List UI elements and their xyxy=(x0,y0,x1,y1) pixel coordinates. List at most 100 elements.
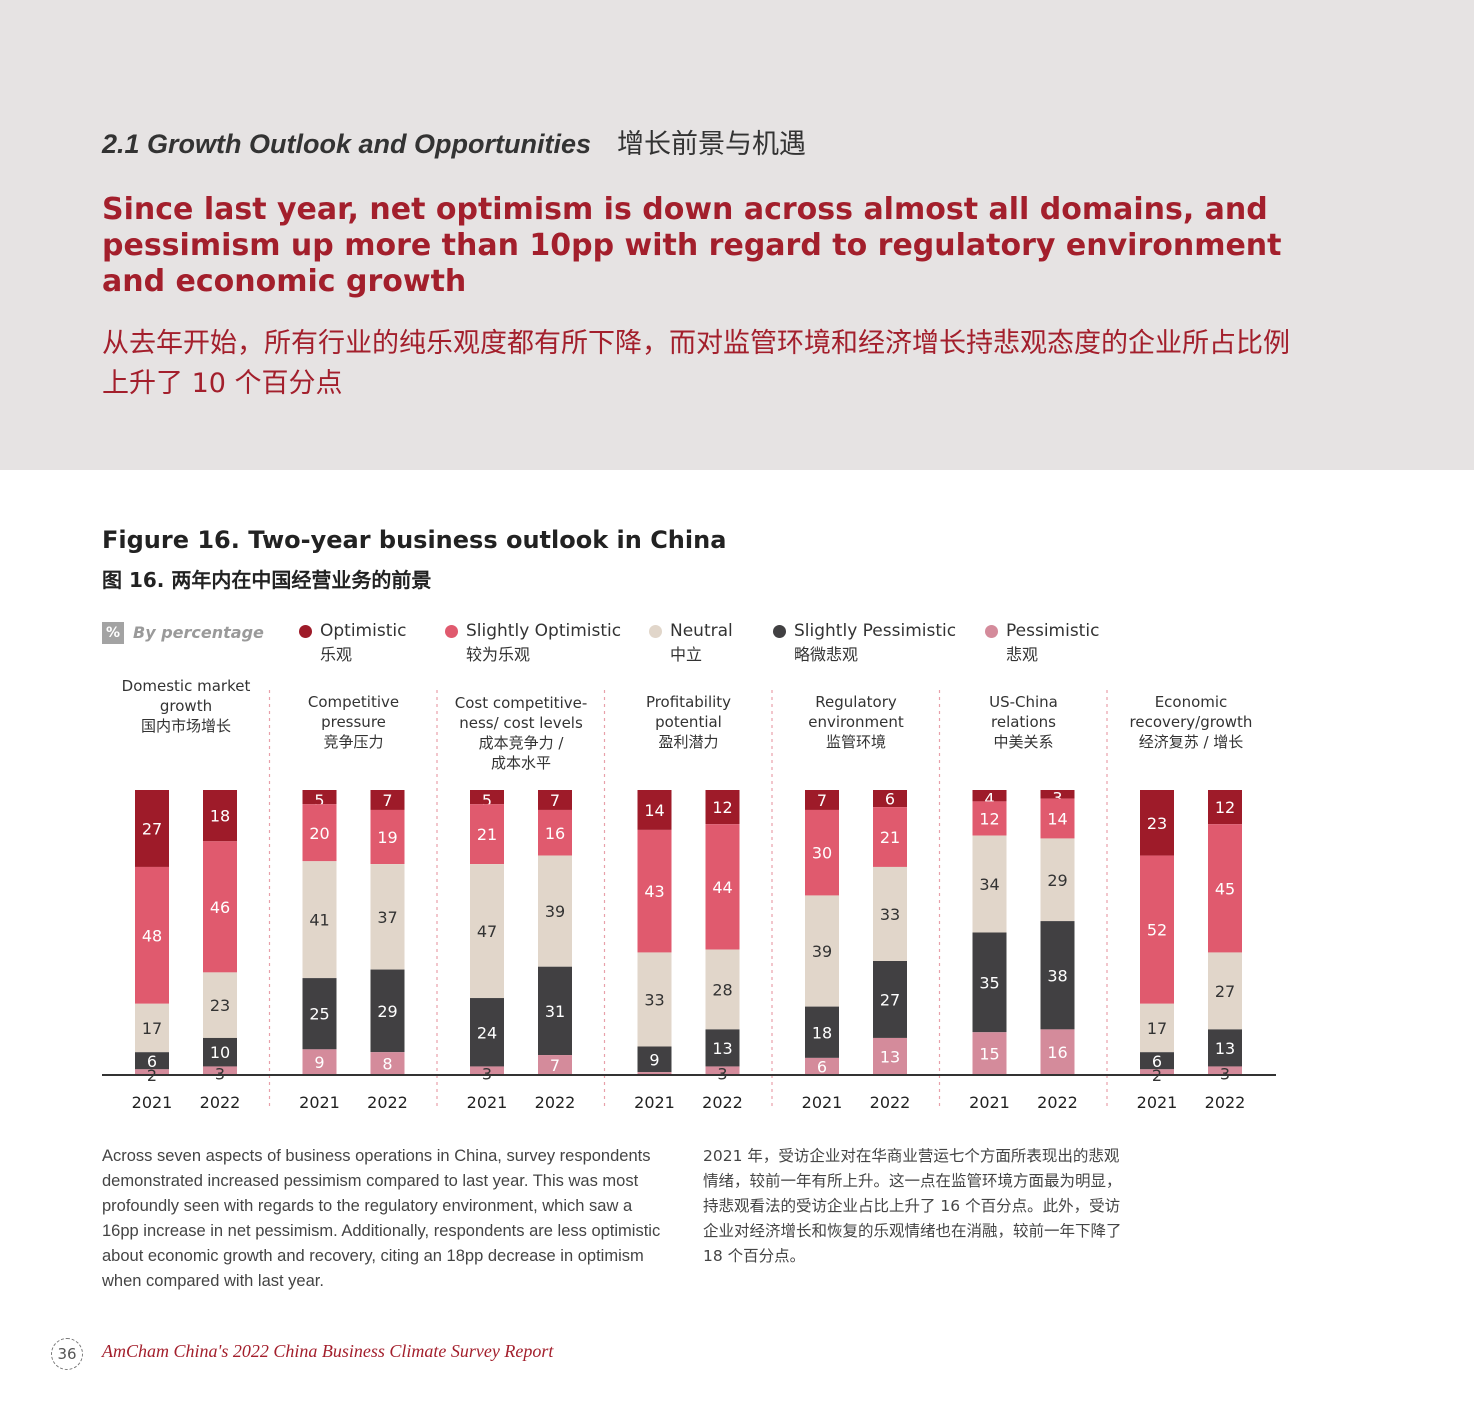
bar-segment xyxy=(470,998,504,1067)
bar-segment xyxy=(1040,798,1075,839)
bar-segment xyxy=(302,790,337,805)
data-label: 33 xyxy=(644,990,664,1009)
data-label: 25 xyxy=(309,1005,329,1024)
data-label: 31 xyxy=(545,1002,565,1021)
group-label: 国内市场增长 xyxy=(141,717,231,735)
data-label: 18 xyxy=(812,1023,832,1042)
data-label: 14 xyxy=(644,801,664,820)
year-tick-label: 2021 xyxy=(969,1093,1010,1112)
legend-label-cn: 乐观 xyxy=(320,645,353,664)
bar-segment xyxy=(1208,1029,1242,1067)
data-label: 12 xyxy=(712,798,732,817)
legend-label: Optimistic xyxy=(320,621,407,641)
data-label: 9 xyxy=(314,1053,324,1072)
group-label: Profitability xyxy=(646,693,731,711)
figure-title-cn: 图 16. 两年内在中国经营业务的前景 xyxy=(102,568,432,592)
group-label: 中美关系 xyxy=(993,733,1053,751)
bar-segment xyxy=(135,1069,169,1075)
data-label: 43 xyxy=(644,882,664,901)
bar-segment xyxy=(972,835,1007,933)
data-label: 7 xyxy=(550,791,560,810)
data-label: 4 xyxy=(984,790,994,809)
bar-segment xyxy=(705,824,740,950)
data-label: 28 xyxy=(712,981,732,1000)
legend-label: Slightly Pessimistic xyxy=(794,621,957,641)
bar-segment xyxy=(1208,952,1242,1030)
bar-segment xyxy=(972,932,1007,1033)
headline: Since last year, net optimism is down ac… xyxy=(102,192,1282,299)
bar-segment xyxy=(873,1037,907,1075)
group-label: potential xyxy=(655,713,722,731)
bar-segment xyxy=(1140,855,1174,1004)
bar-segment xyxy=(873,790,907,808)
bar-segment xyxy=(538,855,572,967)
data-label: 9 xyxy=(649,1050,659,1069)
group-label: Regulatory xyxy=(815,693,897,711)
data-label: 15 xyxy=(979,1045,999,1064)
legend-dot-icon xyxy=(299,625,312,638)
legend-label-cn: 略微悲观 xyxy=(794,645,859,664)
group-label: relations xyxy=(991,713,1056,731)
group-label: 成本竞争力 / xyxy=(479,734,565,752)
data-label: 6 xyxy=(817,1057,827,1076)
group-label: growth xyxy=(160,697,212,715)
data-label: 39 xyxy=(812,942,832,961)
legend-item-optimistic: Optimistic 乐观 xyxy=(299,620,407,666)
data-label: 18 xyxy=(210,807,230,826)
data-label: 16 xyxy=(545,824,565,843)
bar-segment xyxy=(1140,1069,1174,1075)
data-label: 47 xyxy=(477,922,497,941)
bar-segment xyxy=(1140,790,1174,856)
bar-segment xyxy=(203,1066,237,1075)
data-label: 33 xyxy=(880,905,900,924)
group-label: pressure xyxy=(321,713,386,731)
bar-segment xyxy=(637,790,672,830)
bar-segment xyxy=(135,866,169,1004)
data-label: 13 xyxy=(1215,1039,1235,1058)
data-label: 23 xyxy=(1147,814,1167,833)
data-label: 39 xyxy=(545,902,565,921)
bar-segment xyxy=(302,861,337,979)
figure-title: Figure 16. Two-year business outlook in … xyxy=(102,526,727,554)
bar-segment xyxy=(873,807,907,867)
bar-segment xyxy=(705,949,740,1030)
group-label: 经济复苏 / 增长 xyxy=(1139,733,1244,751)
year-tick-label: 2022 xyxy=(1205,1093,1246,1112)
legend-dot-icon xyxy=(445,625,458,638)
bar-segment xyxy=(470,1066,504,1075)
data-label: 44 xyxy=(712,878,732,897)
year-tick-label: 2022 xyxy=(367,1093,408,1112)
data-label: 12 xyxy=(979,810,999,829)
bar-segment xyxy=(805,809,839,896)
data-label: 24 xyxy=(477,1023,497,1042)
data-label: 29 xyxy=(1047,871,1067,890)
data-label: 30 xyxy=(812,844,832,863)
percent-badge: % xyxy=(102,622,124,644)
bar-segment xyxy=(1040,838,1075,922)
data-label: 27 xyxy=(142,819,162,838)
bar-segment xyxy=(805,1006,839,1058)
bar-segment xyxy=(705,1066,740,1075)
legend-label: Pessimistic xyxy=(1006,621,1100,641)
bar-segment xyxy=(873,961,907,1038)
bar-segment xyxy=(972,1032,1007,1075)
group-label: 竞争压力 xyxy=(323,733,383,751)
group-label: ness/ cost levels xyxy=(459,714,583,732)
legend-dot-icon xyxy=(985,625,998,638)
group-label: Economic xyxy=(1155,693,1228,711)
bar-segment xyxy=(805,895,839,1007)
data-label: 12 xyxy=(1215,798,1235,817)
data-label: 20 xyxy=(309,824,329,843)
bar-segment xyxy=(370,809,405,865)
data-label: 35 xyxy=(979,973,999,992)
group-label: Competitive xyxy=(308,693,399,711)
data-label: 7 xyxy=(382,791,392,810)
data-label: 52 xyxy=(1147,921,1167,940)
headline-cn: 从去年开始，所有行业的纯乐观度都有所下降，而对监管环境和经济增长持悲观态度的企业… xyxy=(102,328,1290,399)
bar-segment xyxy=(203,972,237,1038)
group-label: Domestic market xyxy=(122,677,251,695)
footer-report-title: AmCham China's 2022 China Business Clima… xyxy=(102,1341,554,1361)
bar-segment xyxy=(972,790,1007,802)
bar-segment xyxy=(873,866,907,961)
bar-segment xyxy=(1040,1029,1075,1075)
